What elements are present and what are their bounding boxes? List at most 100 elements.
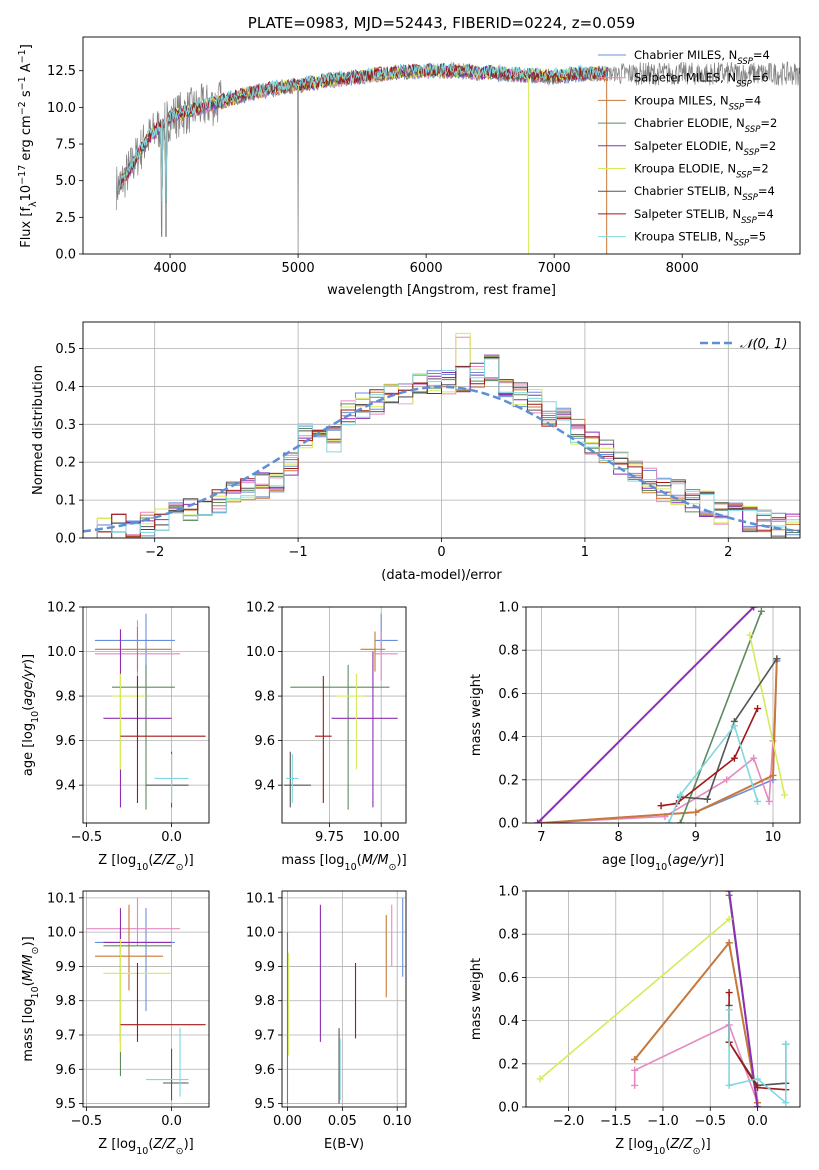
- y-tick-label: 0.4: [498, 730, 519, 745]
- axes-frame: [525, 606, 801, 824]
- label-part: )]: [184, 853, 194, 868]
- weight-marker-salpeter_stelib: [753, 1084, 761, 1092]
- label-part: erg cm: [19, 115, 34, 164]
- y-tick-label: 1.0: [498, 885, 519, 900]
- y-tick-label: 0.8: [498, 644, 519, 659]
- label-part: (: [665, 1137, 670, 1152]
- y-tick-label: 1.0: [498, 601, 519, 616]
- x-tick-label: 0.0: [161, 1114, 182, 1129]
- x-tick-label: 5000: [282, 261, 315, 276]
- label-part: ⊙: [389, 862, 397, 873]
- y-tick-label: 5.0: [55, 174, 76, 189]
- label-part: −2: [17, 101, 28, 115]
- legend-name: Salpeter ELODIE: [634, 139, 728, 153]
- axes-frame: [82, 36, 801, 255]
- legend-name: Salpeter STELIB: [634, 207, 725, 221]
- weight-marker-salpeter_elodie: [750, 607, 758, 611]
- histograms: [83, 332, 800, 538]
- x-tick-label: −1.0: [647, 1114, 679, 1129]
- x-tick-label: 0.10: [383, 1114, 412, 1129]
- axes-frame: [82, 890, 210, 1108]
- weight-marker-salpeter_stelib: [754, 705, 762, 713]
- weight-line-chabrier_stelib: [680, 658, 778, 801]
- model-spectrum-chabrier_miles: [118, 64, 608, 203]
- x-axis-label: wavelength [Angstrom, rest frame]: [327, 283, 556, 298]
- y-axis-label: Flux [fλ10−17 erg cm−2 s−1 A−1]: [17, 44, 39, 248]
- legend-nssp-prefix: , N: [729, 116, 745, 130]
- error-bars: [286, 897, 404, 1104]
- label-part: age/yr: [672, 853, 715, 868]
- x-axis-label: mass [log10(M/M⊙)]: [281, 853, 406, 873]
- weight-marker-kroupa_elodie: [536, 1075, 544, 1083]
- y-tick-label: 9.6: [55, 734, 76, 749]
- y-tick-label: 0.2: [498, 773, 519, 788]
- model-spectrum-kroupa_elodie: [118, 62, 608, 203]
- weight-marker-salpeter_stelib: [730, 754, 738, 762]
- label-part: Z/Z: [152, 1137, 176, 1152]
- weight-marker-kroupa_stelib: [782, 1040, 790, 1048]
- label-part: 10: [345, 862, 357, 873]
- axes-frame: [82, 321, 801, 539]
- x-tick-label: 4000: [154, 261, 187, 276]
- y-tick-label: 0.3: [55, 418, 76, 433]
- model-spectrum-salpeter_elodie: [118, 63, 608, 203]
- x-tick-label: 0: [437, 545, 445, 560]
- legend-label-chabrier_elodie: Chabrier ELODIE, NSSP=2: [634, 116, 777, 135]
- label-part: −1: [17, 76, 28, 90]
- model-spectrum-kroupa_stelib: [118, 61, 608, 203]
- label-part: Z [log: [615, 1137, 653, 1152]
- label-part: −1: [17, 49, 28, 63]
- weight-line-chabrier_elodie: [679, 611, 763, 823]
- y-tick-label: 9.6: [55, 1063, 76, 1078]
- y-tick-label: 0.2: [498, 1057, 519, 1072]
- label-part: Z/Z: [152, 853, 176, 868]
- legend: 𝒩(0, 1): [700, 337, 787, 352]
- weight-marker-kroupa_stelib: [782, 1099, 790, 1107]
- y-tick-label: 10.0: [246, 926, 275, 941]
- legend-nssp-prefix: , N: [720, 71, 736, 85]
- legend-name: Kroupa ELODIE: [634, 162, 720, 176]
- x-tick-label: 6000: [410, 261, 443, 276]
- x-tick-label: −0.5: [71, 830, 103, 845]
- x-tick-label: 9.75: [315, 830, 344, 845]
- label-part: (: [148, 1137, 153, 1152]
- model-spectrum-chabrier_stelib: [118, 62, 608, 203]
- label-part: M/M: [21, 954, 36, 981]
- legend-nssp-value: =4: [744, 93, 761, 107]
- legend-nssp-prefix: , N: [726, 184, 742, 198]
- y-tick-label: 9.4: [55, 779, 76, 794]
- y-tick-label: 2.5: [55, 211, 76, 226]
- y-tick-label: 0.0: [498, 1101, 519, 1116]
- weight-marker-salpeter_elodie: [753, 1103, 761, 1107]
- weight-marker-chabrier_elodie: [676, 819, 684, 823]
- chart-title: PLATE=0983, MJD=52443, FIBERID=0224, z=0…: [248, 14, 635, 32]
- y-axis-label: Normed distribution: [31, 365, 46, 495]
- panel-6: 0.00 0.05 0.10 9.5 9.6 9.7 9.8 9.9 10.0 10.1 E(B-V…: [246, 890, 412, 1152]
- y-axis-label: age [log10(age/yr)]: [21, 654, 41, 776]
- x-tick-label: 8: [614, 830, 622, 845]
- legend-nssp-sub: SSP: [745, 125, 761, 135]
- label-part: 10: [30, 986, 41, 998]
- y-tick-label: 10.0: [47, 926, 76, 941]
- y-tick-label: 10.0: [246, 645, 275, 660]
- label-part: )]: [701, 1137, 711, 1152]
- y-tick-label: 9.6: [254, 734, 275, 749]
- legend-nssp-value: =4: [757, 207, 774, 221]
- y-tick-label: 9.8: [55, 690, 76, 705]
- weight-marker-kroupa_miles: [692, 808, 700, 816]
- weight-marker-kroupa_stelib: [730, 722, 738, 730]
- gaussian-curve: [83, 385, 800, 533]
- weight-line-kroupa_elodie: [749, 634, 786, 796]
- y-tick-label: 9.4: [254, 779, 275, 794]
- label-part: (: [667, 853, 672, 868]
- model-spectrum-kroupa_miles: [118, 64, 608, 203]
- weight-marker-salpeter_miles: [631, 1066, 639, 1074]
- legend-nssp-value: =6: [752, 71, 769, 85]
- y-tick-label: 10.2: [47, 601, 76, 616]
- y-tick-label: 9.6: [254, 1063, 275, 1078]
- y-tick-label: 9.8: [55, 994, 76, 1009]
- y-tick-label: 0.2: [55, 456, 76, 471]
- weight-line-salpeter_stelib: [660, 708, 759, 807]
- weight-marker-kroupa_miles: [769, 771, 777, 779]
- legend-nssp-value: =4: [753, 48, 770, 62]
